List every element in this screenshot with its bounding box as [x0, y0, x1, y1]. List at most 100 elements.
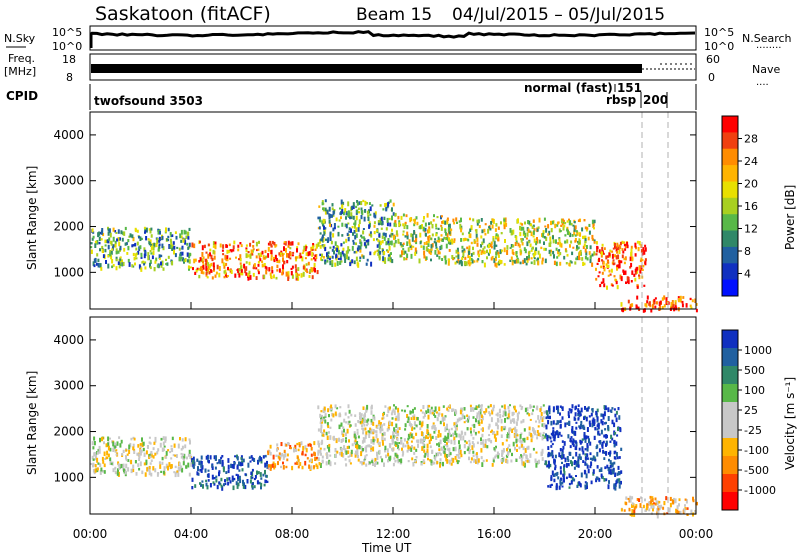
heatmap-cell: [229, 480, 232, 484]
heatmap-cell: [575, 445, 578, 451]
heatmap-cell: [474, 431, 477, 435]
heatmap-cell: [523, 230, 526, 235]
heatmap-cell: [318, 205, 321, 208]
heatmap-cell: [295, 275, 298, 278]
heatmap-cell: [517, 415, 519, 420]
heatmap-cell: [416, 417, 419, 421]
heatmap-cell: [350, 228, 352, 233]
heatmap-cell: [408, 239, 411, 244]
heatmap-cell: [180, 235, 183, 239]
heatmap-cell: [398, 220, 401, 224]
heatmap-cell: [336, 261, 339, 266]
heatmap-cell: [596, 249, 598, 253]
heatmap-cell: [607, 260, 609, 263]
heatmap-cell: [583, 235, 586, 240]
heatmap-cell: [188, 245, 191, 249]
heatmap-cell: [438, 255, 441, 260]
heatmap-cell: [368, 433, 371, 438]
heatmap-cell: [315, 463, 318, 467]
heatmap-cell: [249, 479, 252, 484]
heatmap-cell: [111, 259, 114, 264]
heatmap-cell: [618, 260, 621, 265]
heatmap-cell: [410, 447, 413, 452]
heatmap-cell: [355, 205, 358, 209]
heatmap-cell: [341, 203, 344, 209]
heatmap-cell: [559, 479, 562, 485]
heatmap-cell: [362, 406, 365, 410]
heatmap-cell: [515, 421, 518, 426]
heatmap-cell: [549, 463, 552, 468]
heatmap-cell: [551, 220, 554, 225]
heatmap-cell: [242, 484, 245, 489]
heatmap-cell: [330, 240, 333, 245]
heatmap-cell: [449, 242, 452, 245]
heatmap-cell: [321, 220, 324, 225]
heatmap-cell: [468, 245, 471, 250]
heatmap-cell: [399, 254, 402, 258]
heatmap-cell: [493, 258, 496, 264]
heatmap-cell: [603, 267, 606, 272]
heatmap-cell: [538, 419, 541, 424]
heatmap-cell: [294, 264, 297, 269]
heatmap-cell: [433, 461, 436, 465]
heatmap-cell: [679, 295, 682, 301]
heatmap-cell: [583, 262, 586, 266]
heatmap-cell: [412, 245, 415, 248]
heatmap-cell: [646, 295, 649, 300]
heatmap-cell: [264, 462, 267, 468]
heatmap-cell: [325, 238, 327, 241]
heatmap-cell: [359, 460, 362, 464]
heatmap-cell: [353, 433, 356, 438]
date-range: 04/Jul/2015 – 05/Jul/2015: [452, 5, 665, 25]
heatmap-cell: [124, 226, 127, 231]
heatmap-cell: [371, 204, 374, 207]
heatmap-cell: [180, 455, 183, 459]
heatmap-cell: [108, 237, 111, 241]
velocity-cbar-label: Velocity [m s⁻¹]: [783, 377, 797, 470]
heatmap-cell: [603, 405, 606, 409]
heatmap-cell: [562, 220, 565, 225]
heatmap-cell: [502, 410, 505, 416]
heatmap-cell: [311, 249, 314, 251]
heatmap-cell: [132, 236, 135, 242]
heatmap-cell: [388, 243, 391, 246]
heatmap-cell: [551, 470, 554, 476]
heatmap-cell: [95, 453, 97, 459]
heatmap-cell: [114, 470, 117, 475]
heatmap-cell: [491, 430, 494, 435]
heatmap-cell: [528, 250, 531, 254]
heatmap-cell: [121, 262, 124, 267]
heatmap-cell: [304, 445, 307, 450]
heatmap-cell: [689, 304, 692, 308]
heatmap-cell: [289, 251, 292, 257]
heatmap-cell: [255, 241, 258, 247]
heatmap-cell: [434, 406, 437, 411]
heatmap-cell: [183, 457, 185, 462]
heatmap-cell: [199, 468, 202, 472]
heatmap-cell: [289, 247, 292, 250]
heatmap-cell: [341, 209, 344, 214]
heatmap-cell: [370, 261, 373, 267]
heatmap-cell: [157, 248, 160, 252]
heatmap-cell: [184, 437, 187, 442]
heatmap-cell: [446, 219, 449, 224]
heatmap-cell: [421, 411, 424, 414]
heatmap-cell: [173, 245, 176, 250]
heatmap-cell: [592, 469, 595, 474]
heatmap-cell: [423, 250, 426, 256]
heatmap-cell: [397, 238, 400, 244]
heatmap-cell: [574, 225, 577, 230]
heatmap-cell: [364, 200, 367, 206]
heatmap-cell: [260, 485, 262, 490]
heatmap-cell: [117, 261, 120, 265]
heatmap-cell: [531, 434, 534, 439]
heatmap-cell: [396, 233, 399, 237]
heatmap-cell: [598, 448, 601, 453]
heatmap-cell: [231, 475, 234, 481]
heatmap-cell: [446, 233, 449, 238]
heatmap-cell: [228, 477, 231, 481]
cpid-mode-200: 200: [643, 93, 668, 107]
heatmap-cell: [654, 305, 657, 309]
heatmap-cell: [685, 303, 688, 308]
heatmap-cell: [323, 429, 326, 433]
